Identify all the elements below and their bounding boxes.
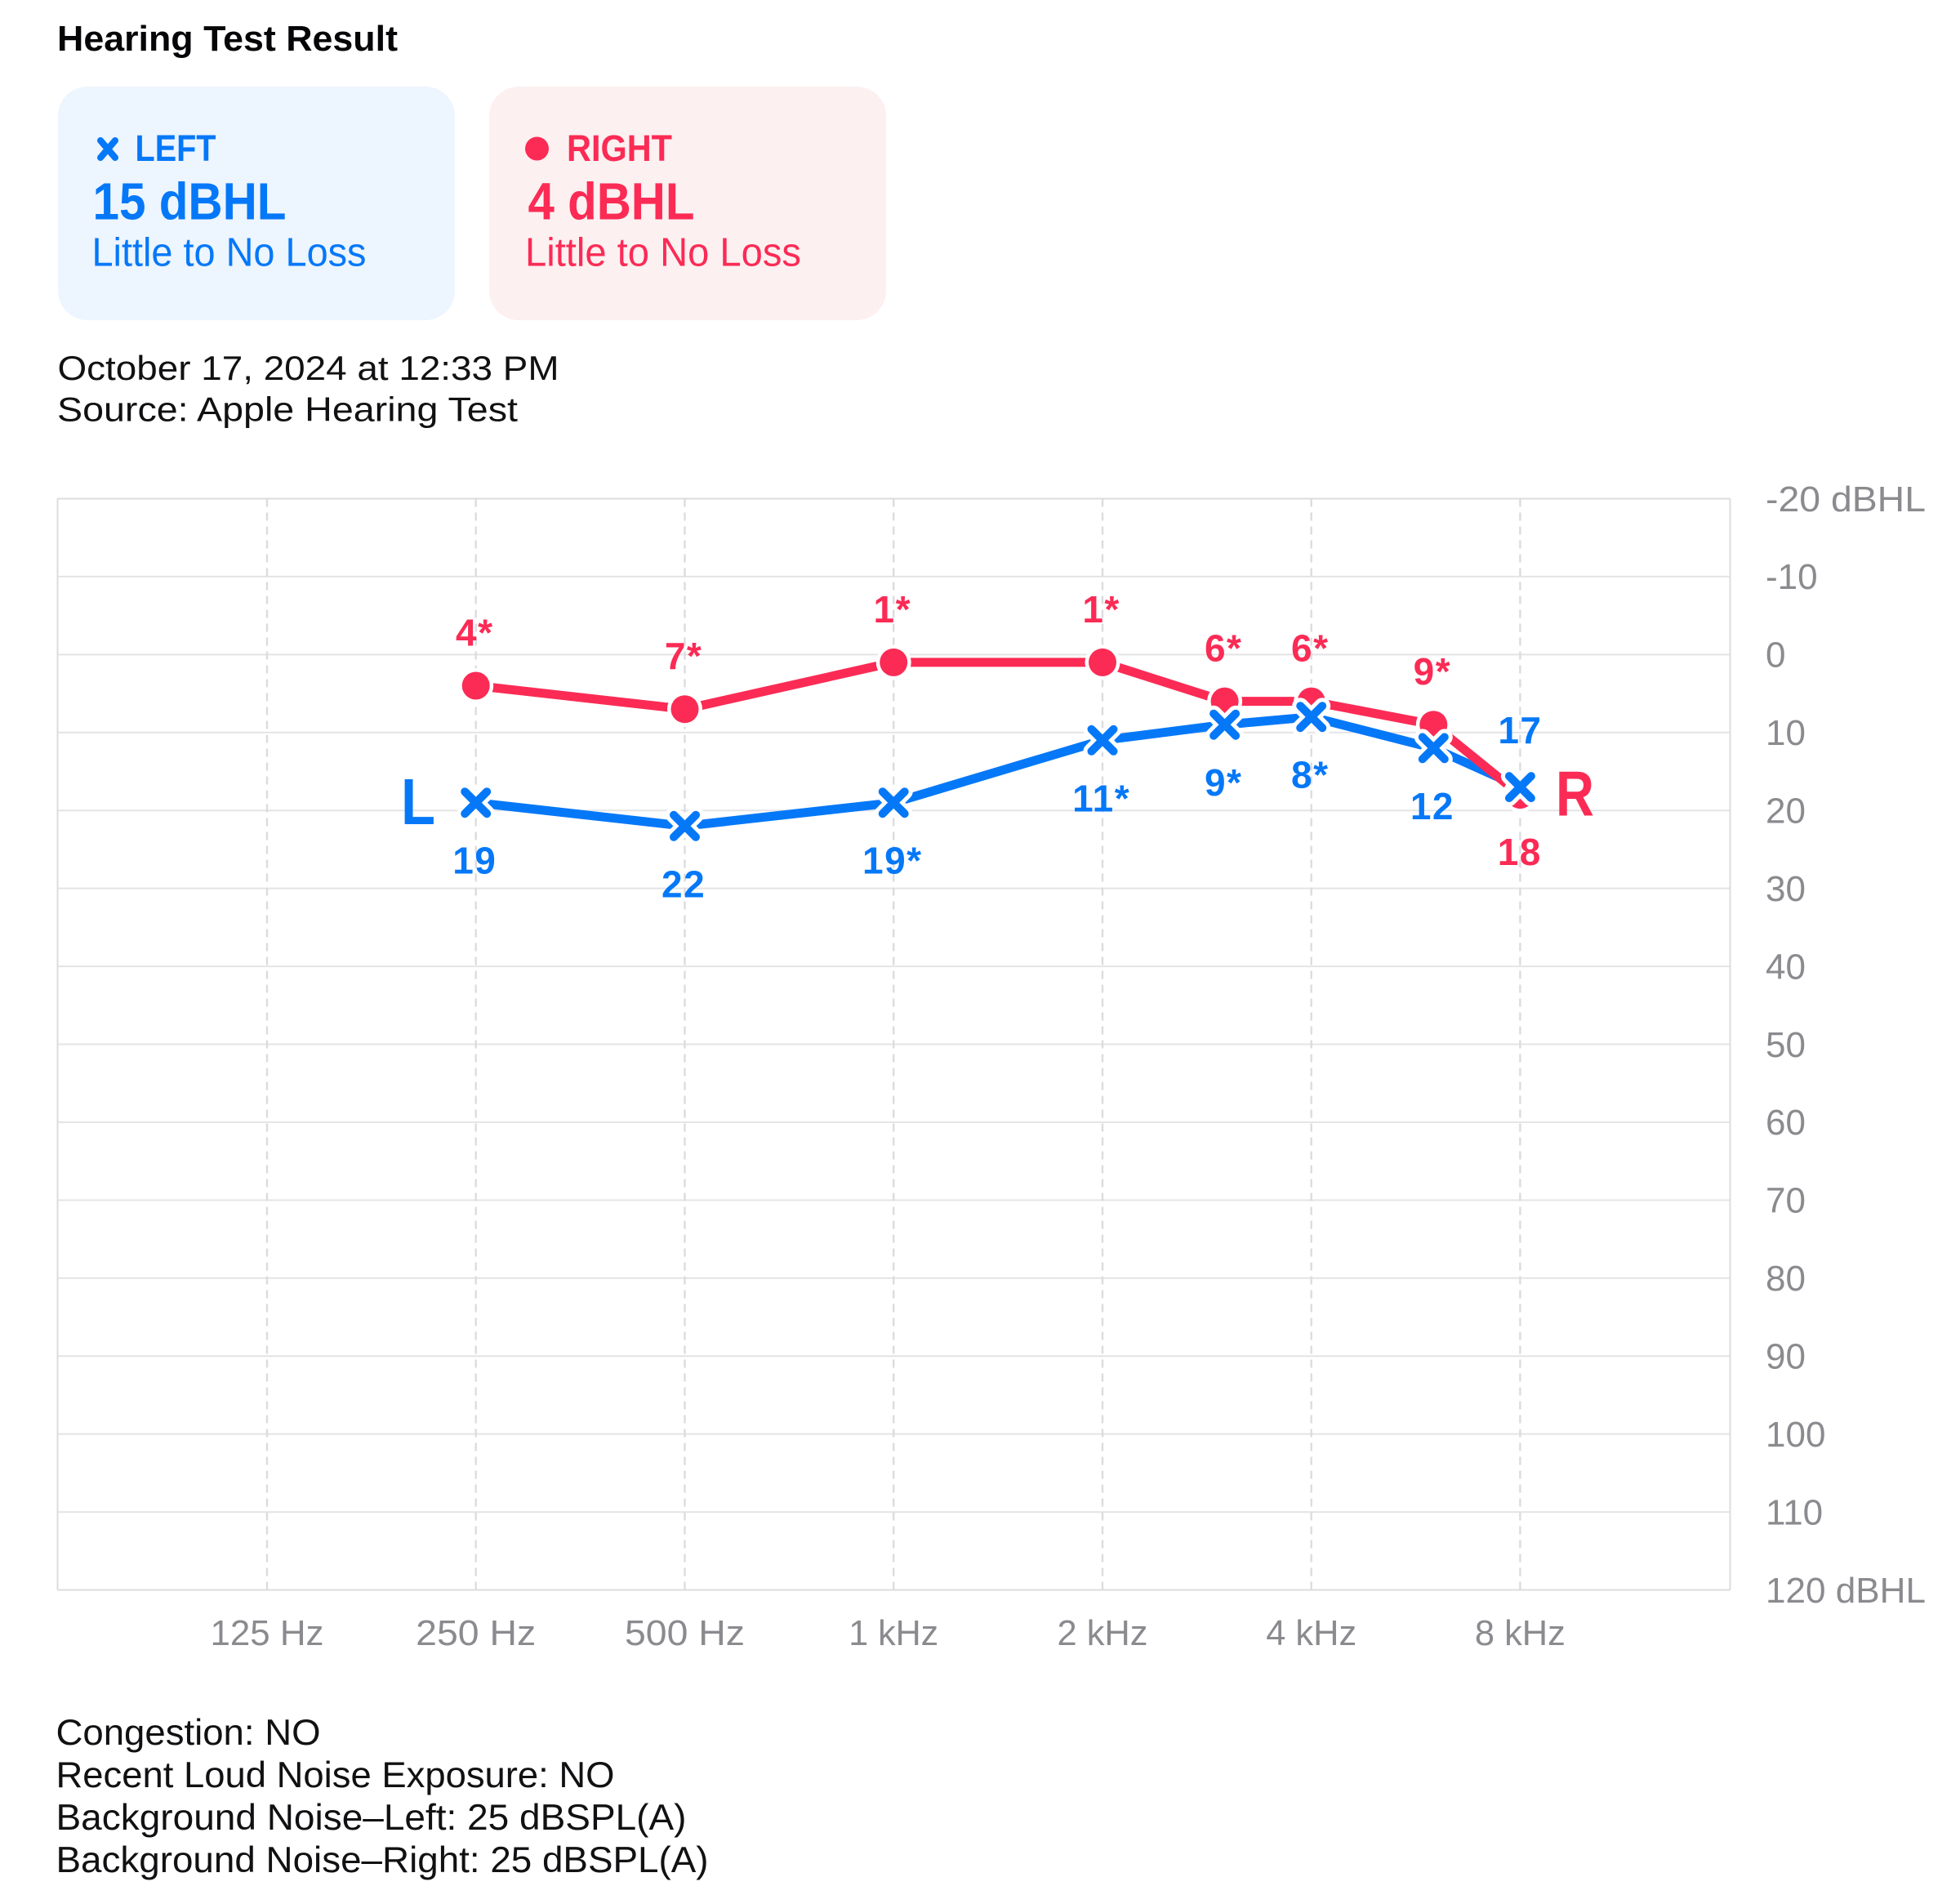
svg-text:Little to No Loss: Little to No Loss <box>525 231 801 275</box>
svg-text:Little to No Loss: Little to No Loss <box>92 231 367 275</box>
svg-text:80: 80 <box>1766 1259 1806 1299</box>
svg-text:22: 22 <box>662 863 706 905</box>
svg-text:125 Hz: 125 Hz <box>211 1613 324 1653</box>
svg-text:20: 20 <box>1766 791 1806 832</box>
svg-text:19*: 19* <box>862 840 923 882</box>
svg-text:Hearing Test Result: Hearing Test Result <box>57 20 398 59</box>
svg-text:250 Hz: 250 Hz <box>416 1613 536 1653</box>
svg-text:40: 40 <box>1766 947 1806 987</box>
svg-text:Recent Loud Noise Exposure: NO: Recent Loud Noise Exposure: NO <box>56 1755 615 1795</box>
svg-text:19: 19 <box>452 840 497 882</box>
svg-text:18: 18 <box>1498 831 1542 873</box>
svg-text:17: 17 <box>1498 709 1542 751</box>
svg-text:0: 0 <box>1766 635 1785 676</box>
svg-text:4 dBHL: 4 dBHL <box>528 172 695 231</box>
svg-text:100: 100 <box>1766 1415 1825 1455</box>
svg-text:500 Hz: 500 Hz <box>625 1613 745 1653</box>
svg-text:-20 dBHL: -20 dBHL <box>1766 479 1926 519</box>
svg-text:R: R <box>1556 758 1594 830</box>
svg-text:LEFT: LEFT <box>136 127 216 169</box>
svg-text:4*: 4* <box>456 612 493 654</box>
svg-text:15 dBHL: 15 dBHL <box>93 172 287 231</box>
svg-text:60: 60 <box>1766 1103 1806 1143</box>
svg-text:8 kHz: 8 kHz <box>1475 1613 1566 1653</box>
svg-text:50: 50 <box>1766 1025 1806 1065</box>
svg-text:30: 30 <box>1766 869 1806 909</box>
svg-text:1*: 1* <box>874 588 911 631</box>
svg-text:6*: 6* <box>1205 627 1242 670</box>
svg-text:L: L <box>401 765 435 838</box>
svg-text:Congestion: NO: Congestion: NO <box>56 1713 321 1753</box>
svg-text:-10: -10 <box>1766 557 1818 597</box>
svg-text:Background Noise–Left: 25 dBSP: Background Noise–Left: 25 dBSPL(A) <box>56 1798 687 1838</box>
svg-text:11*: 11* <box>1072 777 1130 819</box>
svg-text:8*: 8* <box>1291 754 1329 796</box>
svg-text:2 kHz: 2 kHz <box>1058 1613 1148 1653</box>
svg-text:7*: 7* <box>665 635 702 677</box>
svg-text:70: 70 <box>1766 1181 1806 1221</box>
svg-text:9*: 9* <box>1414 650 1451 693</box>
svg-text:1 kHz: 1 kHz <box>849 1613 938 1653</box>
svg-text:9*: 9* <box>1205 761 1242 804</box>
svg-text:90: 90 <box>1766 1337 1806 1377</box>
svg-text:12: 12 <box>1410 785 1454 827</box>
svg-text:120 dBHL: 120 dBHL <box>1766 1571 1926 1611</box>
svg-text:6*: 6* <box>1291 627 1329 670</box>
svg-text:RIGHT: RIGHT <box>567 127 672 169</box>
svg-text:Source: Apple Hearing Test: Source: Apple Hearing Test <box>57 390 518 428</box>
svg-text:10: 10 <box>1766 713 1806 753</box>
svg-text:Background Noise–Right: 25 dBS: Background Noise–Right: 25 dBSPL(A) <box>56 1840 709 1880</box>
svg-text:4 kHz: 4 kHz <box>1266 1613 1356 1653</box>
svg-text:110: 110 <box>1766 1492 1823 1532</box>
svg-text:October 17, 2024 at 12:33 PM: October 17, 2024 at 12:33 PM <box>58 349 559 387</box>
svg-text:1*: 1* <box>1082 588 1120 631</box>
